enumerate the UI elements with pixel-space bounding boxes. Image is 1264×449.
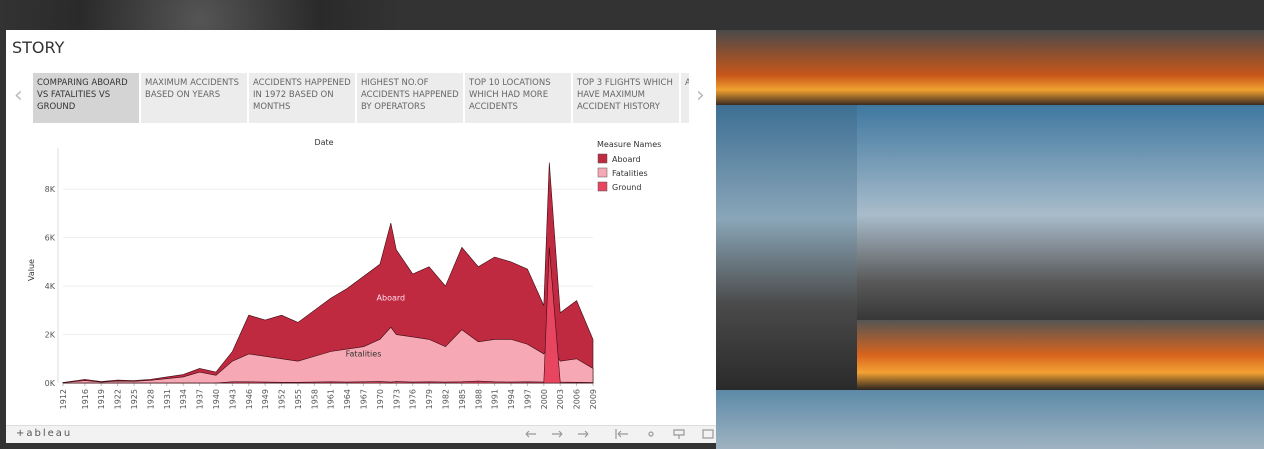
x-tick-label: 1982 <box>441 389 450 409</box>
x-tick-label: 2009 <box>589 389 598 409</box>
x-tick-label: 1952 <box>278 389 287 409</box>
legend-swatch <box>597 181 608 192</box>
download[interactable] <box>673 429 685 439</box>
x-tick-label: 1940 <box>212 389 221 409</box>
x-tick-label: 1970 <box>376 389 385 409</box>
x-tick-label: 1943 <box>228 389 237 409</box>
x-tick-label: 1946 <box>245 389 254 409</box>
revert[interactable] <box>578 430 589 438</box>
background-sky <box>716 105 857 390</box>
x-tick-label: 1994 <box>507 389 516 409</box>
tableau-logo[interactable]: +ableau <box>16 428 73 439</box>
background-fire <box>716 30 1264 105</box>
y-tick-label: 8K <box>45 185 56 194</box>
x-tick-label: 1922 <box>114 389 123 409</box>
x-tick-label: 1991 <box>491 389 500 409</box>
legend-swatch <box>597 153 608 164</box>
story-tab[interactable]: HIGHEST NO.OF ACCIDENTS HAPPENED BY OPER… <box>357 73 463 123</box>
area-1 <box>62 326 594 384</box>
annotation: Aboard <box>377 294 406 303</box>
undo[interactable] <box>525 430 536 438</box>
legend-label: Fatalities <box>612 169 648 178</box>
x-tick-label: 1931 <box>163 389 172 409</box>
story-tab[interactable]: ACCIDENTS HAPPENED IN 1972 BASED ON MONT… <box>249 73 355 123</box>
chart: Date Value 0K 2K 4K 6K 8K 1912 1916 1919 1922 1925 1… <box>27 138 661 409</box>
x-tick-label: 1912 <box>59 389 68 409</box>
redo[interactable] <box>552 430 563 438</box>
y-axis-label: Value <box>27 259 36 281</box>
story-tab[interactable]: COMPARING ABOARD VS FATALITIES VS GROUND <box>33 73 139 123</box>
x-tick-label: 1964 <box>343 389 352 409</box>
story-title: STORY <box>12 38 65 57</box>
story-tabs: COMPARING ABOARD VS FATALITIES VS GROUND… <box>33 73 689 123</box>
x-tick-label: 1967 <box>360 389 369 409</box>
background-sky <box>716 390 1264 449</box>
y-tick-label: 0K <box>45 379 56 388</box>
x-tick-label: 1976 <box>409 389 418 409</box>
x-tick-label: 1925 <box>130 389 139 409</box>
y-tick-label: 2K <box>45 331 56 340</box>
x-tick-label: 1949 <box>261 389 270 409</box>
area-2 <box>63 247 594 384</box>
story-tab[interactable]: TOP 10 LOCATIONS WHICH HAD MORE ACCIDENT… <box>465 73 571 123</box>
x-tick-label: 1979 <box>425 389 434 409</box>
x-tick-label: 1961 <box>327 389 336 409</box>
background-fire <box>857 320 1264 390</box>
y-tick-label: 6K <box>45 234 56 243</box>
toolbar-icons <box>525 429 714 439</box>
x-tick-label: 1928 <box>146 389 155 409</box>
x-tick-label: 2003 <box>556 389 565 409</box>
x-tick-label: 1916 <box>81 389 90 409</box>
x-tick-label: 1997 <box>523 389 532 409</box>
x-tick-label: 1985 <box>458 389 467 409</box>
x-tick-label: 2000 <box>540 389 549 409</box>
x-tick-label: 2006 <box>573 389 582 409</box>
next-arrow[interactable]: › <box>696 83 705 108</box>
x-tick-label: 1934 <box>179 389 188 409</box>
background-sky <box>857 105 1264 325</box>
story-tab[interactable]: MAXIMUM ACCIDENTS BASED ON YEARS <box>141 73 247 123</box>
legend-swatch <box>597 167 608 178</box>
legend-label: Aboard <box>612 155 641 164</box>
legend-label: Ground <box>612 183 641 192</box>
toolbar: +ableau <box>6 425 716 443</box>
x-tick-label: 1955 <box>294 389 303 409</box>
legend-title: Measure Names <box>597 140 661 149</box>
annotation: Fatalities <box>346 349 382 358</box>
share[interactable] <box>648 431 654 437</box>
area-0 <box>62 162 594 384</box>
chart-title: Date <box>314 138 333 147</box>
x-tick-label: 1937 <box>196 389 205 409</box>
x-tick-label: 1988 <box>474 389 483 409</box>
fullscreen[interactable] <box>702 429 714 439</box>
story-tab[interactable]: AC RE <box>681 73 689 123</box>
reset[interactable] <box>615 429 628 439</box>
x-tick-label: 1919 <box>97 389 106 409</box>
y-tick-label: 4K <box>45 282 56 291</box>
x-tick-label: 1958 <box>310 389 319 409</box>
story-tab[interactable]: TOP 3 FLIGHTS WHICH HAVE MAXIMUM ACCIDEN… <box>573 73 679 123</box>
prev-arrow[interactable]: ‹ <box>14 83 23 108</box>
x-tick-label: 1973 <box>392 389 401 409</box>
